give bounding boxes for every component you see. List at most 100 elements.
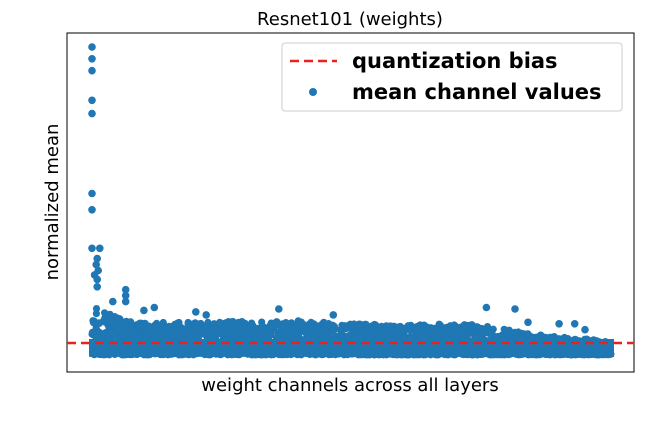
data-point	[253, 325, 261, 333]
data-point	[162, 329, 170, 337]
data-point	[106, 328, 114, 336]
data-point	[346, 331, 354, 339]
data-point	[186, 325, 194, 333]
data-point	[307, 318, 315, 326]
data-point	[109, 297, 117, 306]
data-point	[435, 325, 443, 333]
data-point	[581, 325, 589, 334]
data-point	[257, 332, 265, 340]
data-point	[275, 305, 283, 313]
data-point	[101, 309, 109, 317]
data-point-band	[89, 339, 614, 357]
data-point	[96, 244, 104, 253]
data-point	[121, 291, 130, 300]
data-point	[283, 320, 291, 329]
data-point	[88, 96, 96, 105]
data-point	[363, 325, 371, 334]
data-point	[329, 311, 338, 319]
data-point	[135, 323, 143, 331]
data-point	[202, 311, 210, 319]
data-point	[265, 330, 273, 338]
data-point	[524, 318, 532, 327]
data-point	[88, 206, 96, 214]
data-point	[423, 324, 431, 332]
data-point	[88, 244, 96, 253]
data-point	[377, 322, 386, 330]
data-point	[94, 330, 102, 338]
data-point	[93, 283, 101, 291]
data-point	[416, 323, 424, 331]
data-point	[468, 328, 476, 336]
data-point	[294, 317, 302, 325]
data-point	[377, 332, 385, 340]
data-point	[159, 318, 167, 327]
legend-mean-label: mean channel values	[352, 80, 602, 104]
data-point	[301, 328, 309, 336]
legend: quantization bias mean channel values	[281, 42, 623, 112]
data-point	[322, 333, 330, 341]
data-point	[124, 331, 132, 339]
data-point	[178, 327, 186, 335]
data-point	[240, 328, 248, 337]
data-point	[235, 318, 243, 326]
data-point	[337, 328, 345, 336]
data-point	[151, 326, 159, 334]
data-point	[429, 330, 437, 338]
data-point	[127, 324, 135, 332]
data-point	[173, 332, 181, 340]
data-point	[460, 332, 468, 340]
data-point	[239, 323, 247, 331]
data-point	[92, 305, 101, 313]
data-point	[394, 323, 403, 331]
data-point	[122, 317, 130, 325]
data-point	[338, 321, 346, 329]
data-point	[452, 330, 460, 338]
data-point	[216, 318, 224, 326]
data-point	[395, 330, 403, 338]
data-point	[88, 66, 96, 75]
data-point	[473, 323, 481, 331]
data-point	[349, 321, 357, 330]
legend-box	[281, 42, 623, 112]
data-point	[322, 320, 330, 328]
data-point	[555, 320, 563, 328]
data-point	[192, 308, 200, 316]
legend-mean-swatch	[309, 88, 317, 96]
data-point	[150, 303, 159, 312]
data-point	[142, 327, 151, 335]
data-point	[328, 327, 336, 335]
data-point	[511, 328, 519, 336]
data-point	[570, 320, 579, 328]
data-point	[93, 275, 101, 284]
data-point	[204, 331, 212, 339]
data-point	[116, 315, 124, 323]
data-point	[95, 319, 103, 327]
data-point	[121, 297, 130, 306]
legend-bias-label: quantization bias	[352, 49, 558, 73]
data-point	[368, 324, 377, 332]
data-point	[93, 254, 101, 263]
data-point	[511, 305, 519, 313]
data-point	[461, 322, 469, 330]
data-point	[88, 55, 96, 63]
data-point	[222, 323, 230, 331]
y-axis-label: normalized mean	[42, 124, 63, 281]
data-point	[167, 332, 175, 340]
data-point	[196, 331, 204, 339]
chart-title: Resnet101 (weights)	[257, 9, 443, 30]
data-point	[88, 43, 96, 51]
data-point	[92, 260, 100, 269]
data-point	[482, 303, 491, 312]
data-point	[498, 331, 506, 339]
data-point	[92, 310, 100, 318]
data-point	[405, 326, 413, 334]
data-point	[88, 109, 96, 118]
data-point	[415, 330, 423, 338]
data-point	[121, 285, 130, 294]
data-point	[115, 326, 123, 334]
data-point	[140, 306, 148, 315]
data-point	[224, 318, 233, 326]
x-axis-label: weight channels across all layers	[201, 375, 498, 396]
data-point	[443, 324, 451, 332]
